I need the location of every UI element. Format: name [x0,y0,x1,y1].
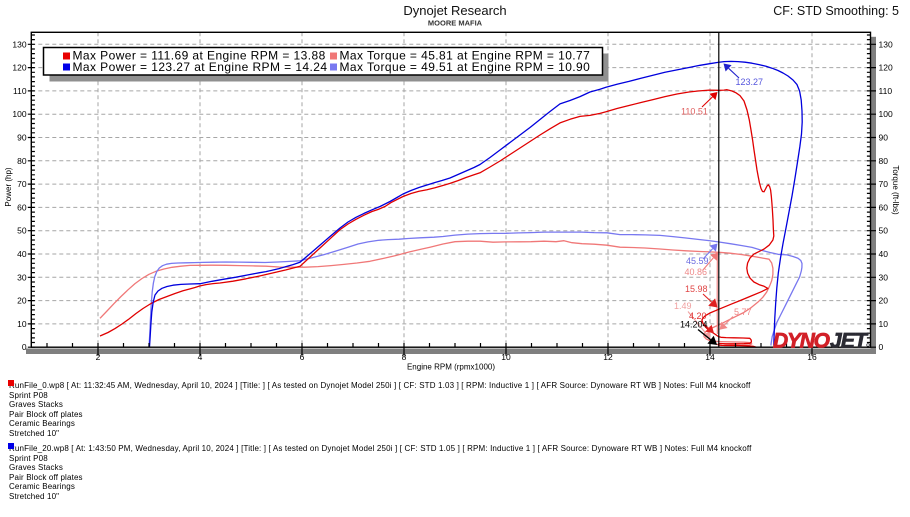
svg-text:20: 20 [879,296,889,306]
svg-text:40.86: 40.86 [685,267,708,277]
svg-text:Max Power = 111.69 at Engine R: Max Power = 111.69 at Engine RPM = 13.88 [73,49,326,63]
svg-text:1.49: 1.49 [674,301,692,311]
svg-text:90: 90 [17,133,27,143]
svg-text:20: 20 [17,296,27,306]
svg-text:30: 30 [879,272,889,282]
svg-text:15.98: 15.98 [685,284,708,294]
svg-text:0: 0 [879,342,884,352]
svg-text:6: 6 [300,352,305,362]
svg-text:80: 80 [17,156,27,166]
svg-text:30: 30 [17,272,27,282]
svg-text:10: 10 [17,319,27,329]
svg-text:110: 110 [879,86,893,96]
svg-text:60: 60 [879,202,889,212]
svg-text:4.20: 4.20 [689,311,707,321]
svg-text:Max Torque = 45.81 at Engine R: Max Torque = 45.81 at Engine RPM = 10.77 [340,49,591,63]
svg-text:14.204: 14.204 [680,320,708,330]
svg-text:12: 12 [603,352,613,362]
svg-text:DYNO: DYNO [773,330,830,353]
svg-text:Engine RPM (rpmx1000): Engine RPM (rpmx1000) [407,363,495,372]
svg-text:Max Torque = 49.51 at Engine R: Max Torque = 49.51 at Engine RPM = 10.90 [340,60,591,74]
svg-text:40: 40 [17,249,27,259]
svg-text:CF: STD Smoothing: 5: CF: STD Smoothing: 5 [773,4,899,18]
svg-text:50: 50 [879,226,889,236]
svg-text:Max Power = 123.27 at Engine R: Max Power = 123.27 at Engine RPM = 14.24 [73,60,328,74]
svg-text:100: 100 [12,109,26,119]
svg-text:100: 100 [879,109,893,119]
svg-text:120: 120 [879,63,893,73]
svg-text:70: 70 [17,179,27,189]
svg-text:123.27: 123.27 [736,77,764,87]
svg-text:Torque (ft-lbs): Torque (ft-lbs) [891,165,900,215]
svg-text:0: 0 [22,342,27,352]
svg-text:45.59: 45.59 [686,256,709,266]
svg-text:110: 110 [13,86,27,96]
svg-text:2: 2 [96,352,101,362]
svg-text:130: 130 [12,39,26,49]
svg-text:80: 80 [879,156,889,166]
svg-text:130: 130 [879,39,893,49]
svg-text:5.77: 5.77 [734,307,752,317]
svg-text:MOORE MAFIA: MOORE MAFIA [428,19,483,28]
svg-text:120: 120 [12,63,26,73]
svg-text:16: 16 [807,352,817,362]
svg-text:40: 40 [879,249,889,259]
svg-text:10: 10 [879,319,889,329]
svg-text:Power (hp): Power (hp) [4,167,13,206]
svg-text:50: 50 [17,226,27,236]
svg-text:Dynojet Research: Dynojet Research [403,3,506,18]
svg-text:8: 8 [402,352,407,362]
svg-text:70: 70 [879,179,889,189]
svg-text:10: 10 [501,352,511,362]
svg-text:60: 60 [17,202,27,212]
svg-text:14: 14 [705,352,715,362]
svg-text:110.51: 110.51 [681,107,708,117]
svg-text:90: 90 [879,133,889,143]
svg-text:4: 4 [198,352,203,362]
svg-text:JET: JET [830,330,869,353]
